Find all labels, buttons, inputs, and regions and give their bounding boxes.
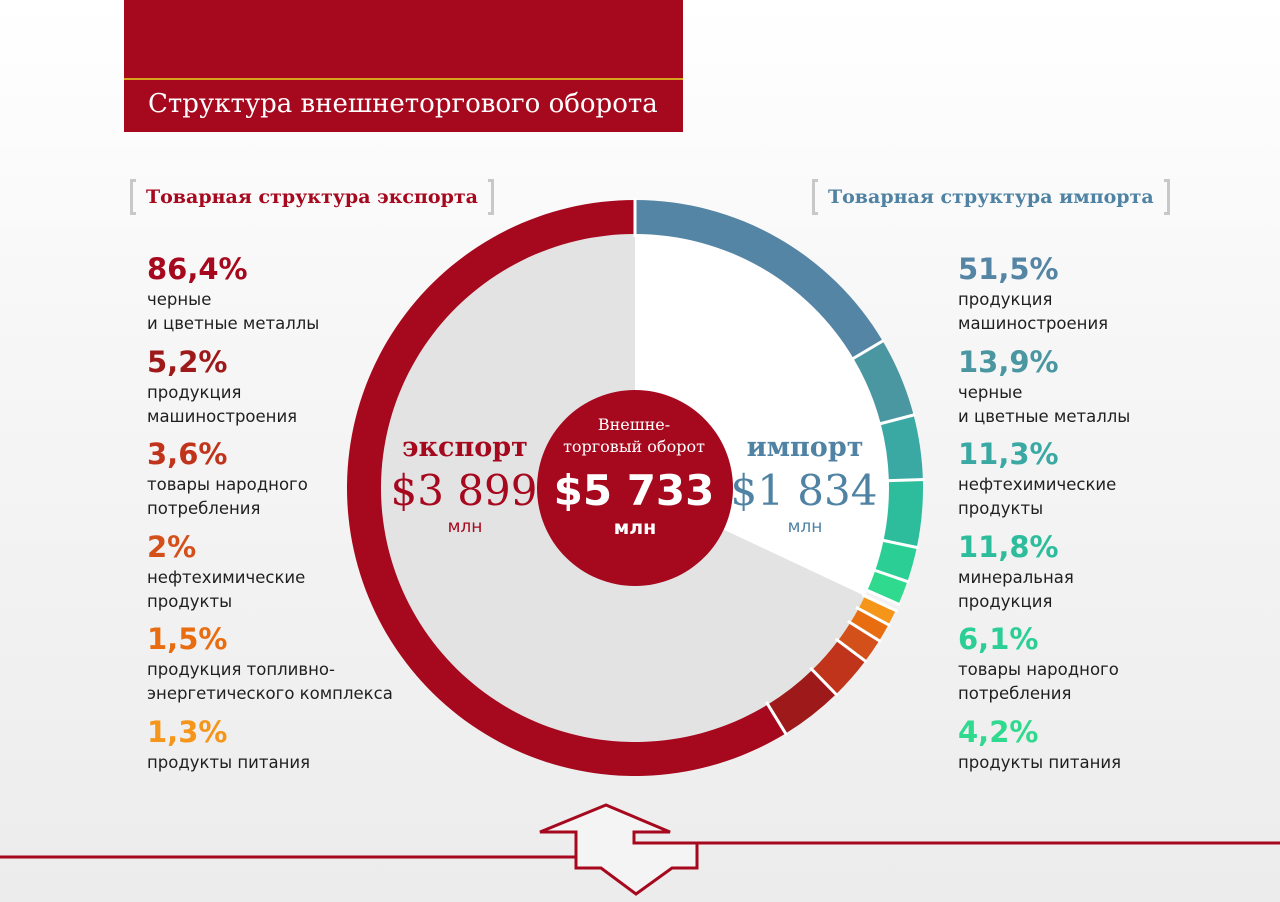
import-heading-text: Товарная структура импорта — [828, 186, 1154, 208]
export-ring-segment — [812, 640, 866, 695]
export-item-percent: 86,4% — [147, 252, 248, 286]
export-item-label: товары народного потребления — [147, 475, 308, 518]
title-banner: Структура внешнеторгового оборота — [124, 0, 683, 132]
bottom-decoration — [0, 803, 1280, 896]
import-ring-segment — [635, 200, 883, 359]
import-item-label: товары народного потребления — [958, 660, 1119, 703]
double-arrow-icon — [539, 803, 699, 896]
left-bracket — [812, 179, 818, 215]
total-unit: млн — [613, 517, 657, 539]
chart-ring — [347, 198, 925, 776]
segment-separator — [885, 478, 925, 483]
segment-separator — [850, 338, 886, 362]
segment-separator — [877, 413, 916, 426]
title-divider — [124, 78, 683, 80]
import-item-label: черные и цветные металлы — [958, 382, 1131, 426]
import-item: 4,2% продукты питания — [958, 715, 1130, 808]
import-item: 6,1% товары народного потребления — [958, 622, 1130, 715]
export-item-percent: 5,2% — [147, 344, 228, 379]
segment-separator — [834, 637, 868, 664]
export-item: 86,4% черные и цветные металлы — [147, 252, 393, 345]
export-value: $3 899 — [390, 466, 538, 515]
export-item-percent: 1,5% — [147, 622, 228, 656]
left-bracket — [130, 179, 136, 215]
export-item-percent: 2% — [147, 529, 197, 564]
segment-separator — [864, 587, 901, 607]
import-label: импорт — [746, 432, 864, 463]
import-item-label: минеральная продукция — [958, 567, 1074, 611]
export-unit: млн — [447, 517, 483, 537]
export-ring-segment — [767, 669, 837, 734]
segment-separator — [871, 568, 910, 584]
total-caption: Внешне- торговый оборот — [563, 415, 705, 456]
import-items-list: 51,5% продукция машиностроения 13,9% черны… — [958, 252, 1130, 807]
import-item-label: нефтехимические продукты — [958, 475, 1117, 518]
segment-separator — [847, 619, 882, 644]
import-item-label: продукты питания — [958, 752, 1122, 772]
export-item-label: продукты питания — [147, 752, 311, 772]
export-item: 3,6% товары народного потребления — [147, 437, 393, 530]
segment-separator — [855, 605, 891, 628]
import-item: 13,9% черные и цветные металлы — [958, 345, 1130, 438]
import-ring-segment — [883, 479, 923, 548]
export-item-percent: 3,6% — [147, 437, 228, 471]
export-items-list: 86,4% черные и цветные металлы 5,2% продук… — [147, 252, 393, 807]
import-item-percent: 4,2% — [958, 714, 1039, 749]
right-bracket — [487, 179, 494, 215]
export-item-label: нефтехимические продукты — [147, 567, 306, 611]
segment-separator — [880, 538, 920, 550]
import-item: 51,5% продукция машиностроения — [958, 252, 1130, 345]
import-item-percent: 51,5% — [958, 252, 1059, 286]
import-value: $1 834 — [730, 466, 878, 515]
import-item: 11,8% минеральная продукция — [958, 530, 1130, 623]
import-item-percent: 11,8% — [958, 529, 1059, 564]
export-item: 1,5% продукция топливно- энергетического … — [147, 622, 393, 715]
export-item-label: продукция машиностроения — [147, 382, 298, 426]
import-ring-segment — [853, 341, 914, 424]
import-unit: млн — [787, 517, 823, 537]
export-item-label: черные и цветные металлы — [147, 290, 320, 333]
import-structure-heading: Товарная структура импорта — [812, 178, 1170, 216]
export-item: 1,3% продукты питания — [147, 715, 393, 808]
export-ring-segment — [838, 622, 880, 661]
import-ring-segment — [875, 540, 917, 582]
export-ring-segment — [850, 608, 889, 641]
export-item-percent: 1,3% — [147, 714, 228, 749]
export-label: экспорт — [402, 432, 528, 463]
segment-separator — [861, 593, 899, 613]
export-heading-text: Товарная структура экспорта — [146, 186, 478, 208]
center-circle — [537, 390, 733, 586]
segment-separator — [765, 701, 788, 736]
total-value: $5 733 — [553, 466, 715, 515]
export-item: 5,2% продукция машиностроения — [147, 345, 393, 438]
import-item-percent: 11,3% — [958, 437, 1059, 471]
export-item-label: продукция топливно- энергетического комп… — [147, 660, 393, 703]
segment-separator — [809, 666, 839, 697]
import-item-percent: 13,9% — [958, 344, 1059, 379]
import-item-label: продукция машиностроения — [958, 290, 1109, 333]
export-structure-heading: Товарная структура экспорта — [130, 178, 494, 216]
right-bracket — [1163, 179, 1170, 215]
import-item: 11,3% нефтехимические продукты — [958, 437, 1130, 530]
import-item-percent: 6,1% — [958, 622, 1039, 656]
page-title: Структура внешнеторгового оборота — [148, 89, 658, 119]
export-item: 2% нефтехимические продукты — [147, 530, 393, 623]
export-ring-segment — [858, 596, 896, 625]
import-ring-segment — [880, 415, 923, 481]
